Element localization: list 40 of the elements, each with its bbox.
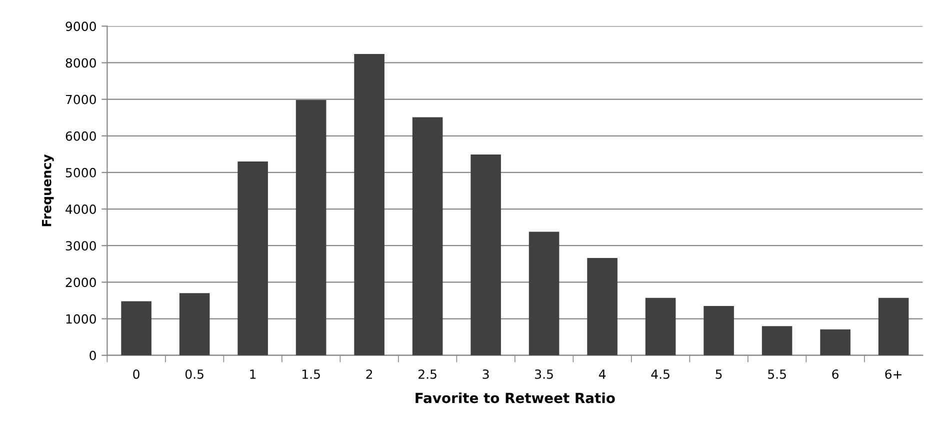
bar (354, 54, 384, 356)
bar (179, 293, 210, 356)
x-tick-label: 5.5 (768, 370, 786, 379)
x-tick-label: 5 (716, 370, 722, 379)
x-tick-label: 3.5 (535, 369, 553, 379)
x-axis-title: Favorite to Retweet Ratio (416, 392, 615, 404)
x-tick-label: 6+ (885, 369, 902, 379)
bar (238, 161, 268, 356)
y-tick-label: 0 (90, 350, 96, 360)
y-tick-label: 7000 (66, 94, 96, 104)
bar (296, 100, 326, 356)
bar (470, 154, 501, 356)
x-tick-label: 4 (598, 370, 606, 379)
x-tick-label: 1.5 (302, 370, 320, 379)
y-tick-label: 4000 (66, 204, 96, 214)
y-tick-label: 6000 (66, 131, 96, 141)
bar (528, 232, 560, 356)
y-tick-label: 9000 (66, 22, 96, 32)
bar (645, 298, 676, 356)
x-tick-label: 1 (250, 370, 256, 379)
x-tick-label: 0 (133, 369, 140, 379)
y-tick-label: 3000 (66, 241, 96, 251)
bar (878, 298, 909, 356)
x-tick-label: 0.5 (185, 369, 204, 379)
x-tick-label: 2 (366, 369, 372, 379)
x-tick-label: 2.5 (418, 369, 436, 379)
y-tick-label: 1000 (66, 314, 96, 324)
bar (820, 329, 850, 356)
bar (587, 258, 618, 356)
x-tick-label: 4.5 (651, 370, 670, 379)
bar (762, 326, 792, 356)
y-tick-label: 8000 (66, 58, 96, 68)
y-tick-label: 2000 (66, 278, 96, 288)
x-tick-label: 3 (482, 369, 489, 379)
x-tick-label: 6 (832, 369, 838, 379)
bar (412, 117, 443, 356)
bar (704, 306, 734, 356)
y-tick-label: 5000 (66, 168, 96, 178)
bar (121, 301, 152, 356)
y-axis-title: Frequency (42, 154, 54, 226)
